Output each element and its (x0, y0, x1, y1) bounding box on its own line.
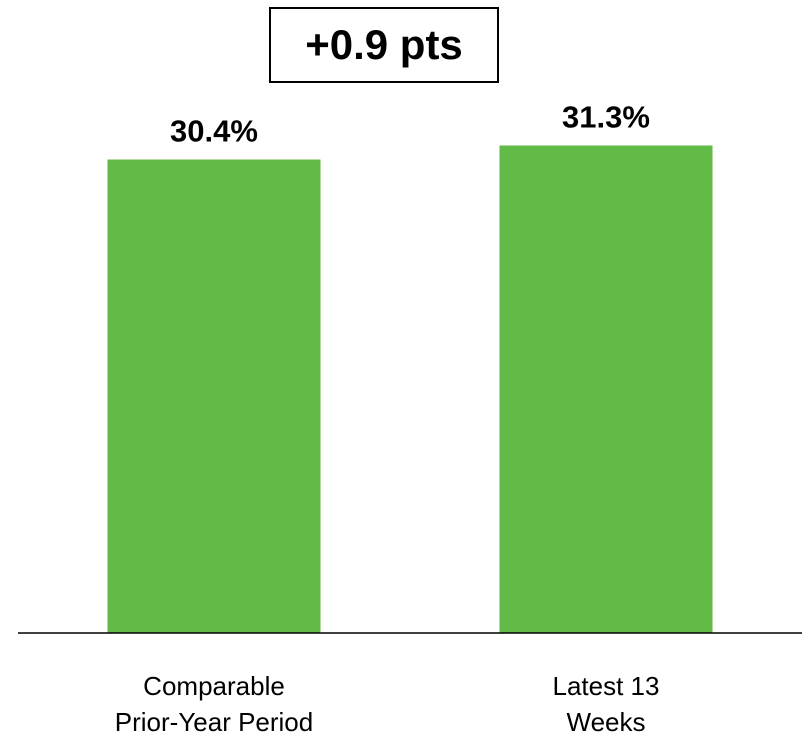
category-label-1-line-2: Prior-Year Period (115, 707, 313, 737)
data-label-1: 30.4% (170, 114, 258, 149)
data-label-2: 31.3% (562, 100, 650, 135)
category-label-2-line-1: Latest 13 (553, 671, 660, 701)
category-label-1-line-1: Comparable (143, 671, 285, 701)
change-callout-text: +0.9 pts (305, 21, 463, 68)
bar-1 (107, 159, 321, 633)
change-callout: +0.9 pts (269, 7, 499, 83)
bar-2 (499, 145, 713, 633)
category-label-2-line-2: Weeks (567, 707, 646, 737)
